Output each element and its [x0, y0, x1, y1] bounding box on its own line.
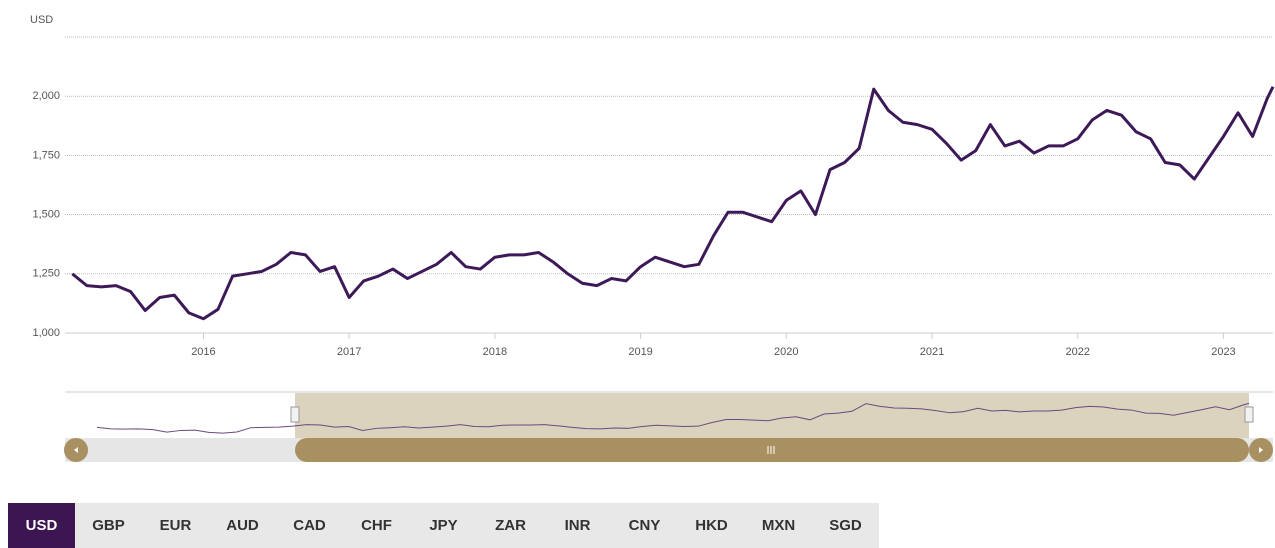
chart: USD 1,000 1,250 1,500 1,750 2,000 2016 2017 201…: [30, 14, 1275, 462]
navigator-handle: [1244, 406, 1254, 423]
currency-tab[interactable]: JPY: [410, 503, 477, 548]
x-tick-label: 2021: [920, 346, 944, 358]
currency-tab[interactable]: EUR: [142, 503, 209, 548]
x-tick-label: 2019: [628, 346, 652, 358]
navigator-selection: [295, 393, 1249, 438]
currency-tab[interactable]: HKD: [678, 503, 745, 548]
y-tick-label: 1,500: [32, 209, 60, 221]
currency-tab[interactable]: CHF: [343, 503, 410, 548]
x-tick-label: 2017: [337, 346, 361, 358]
thumb-grip: [767, 446, 775, 454]
currency-tabs: USD GBP EUR AUD CAD CHF JPY ZAR INR CNY HKD MXN SGD: [8, 503, 879, 548]
currency-tab[interactable]: AUD: [209, 503, 276, 548]
scrollbar-thumb: [295, 438, 1249, 462]
y-tick-label: 1,250: [32, 268, 60, 280]
x-tick-label: 2020: [774, 346, 798, 358]
x-tick-label: 2016: [191, 346, 215, 358]
arrow-left: [74, 447, 78, 453]
currency-tab[interactable]: CAD: [276, 503, 343, 548]
arrow-right: [1259, 447, 1263, 453]
x-tick-label: 2022: [1065, 346, 1089, 358]
currency-tab[interactable]: ZAR: [477, 503, 544, 548]
navigator-line: [96, 402, 1250, 434]
y-tick-label: 1,750: [32, 149, 60, 161]
currency-tab[interactable]: GBP: [75, 503, 142, 548]
x-tick-label: 2023: [1211, 346, 1235, 358]
currency-tab[interactable]: USD: [8, 503, 75, 548]
price-line: [71, 86, 1275, 321]
x-tick-label: 2018: [483, 346, 507, 358]
y-tick-label: 1,000: [32, 327, 60, 339]
currency-tab[interactable]: INR: [544, 503, 611, 548]
y-axis-label: USD: [30, 14, 53, 26]
currency-tab[interactable]: CNY: [611, 503, 678, 548]
currency-tab[interactable]: SGD: [812, 503, 879, 548]
y-tick-label: 2,000: [32, 90, 60, 102]
currency-tab[interactable]: MXN: [745, 503, 812, 548]
navigator-handle: [290, 406, 300, 423]
